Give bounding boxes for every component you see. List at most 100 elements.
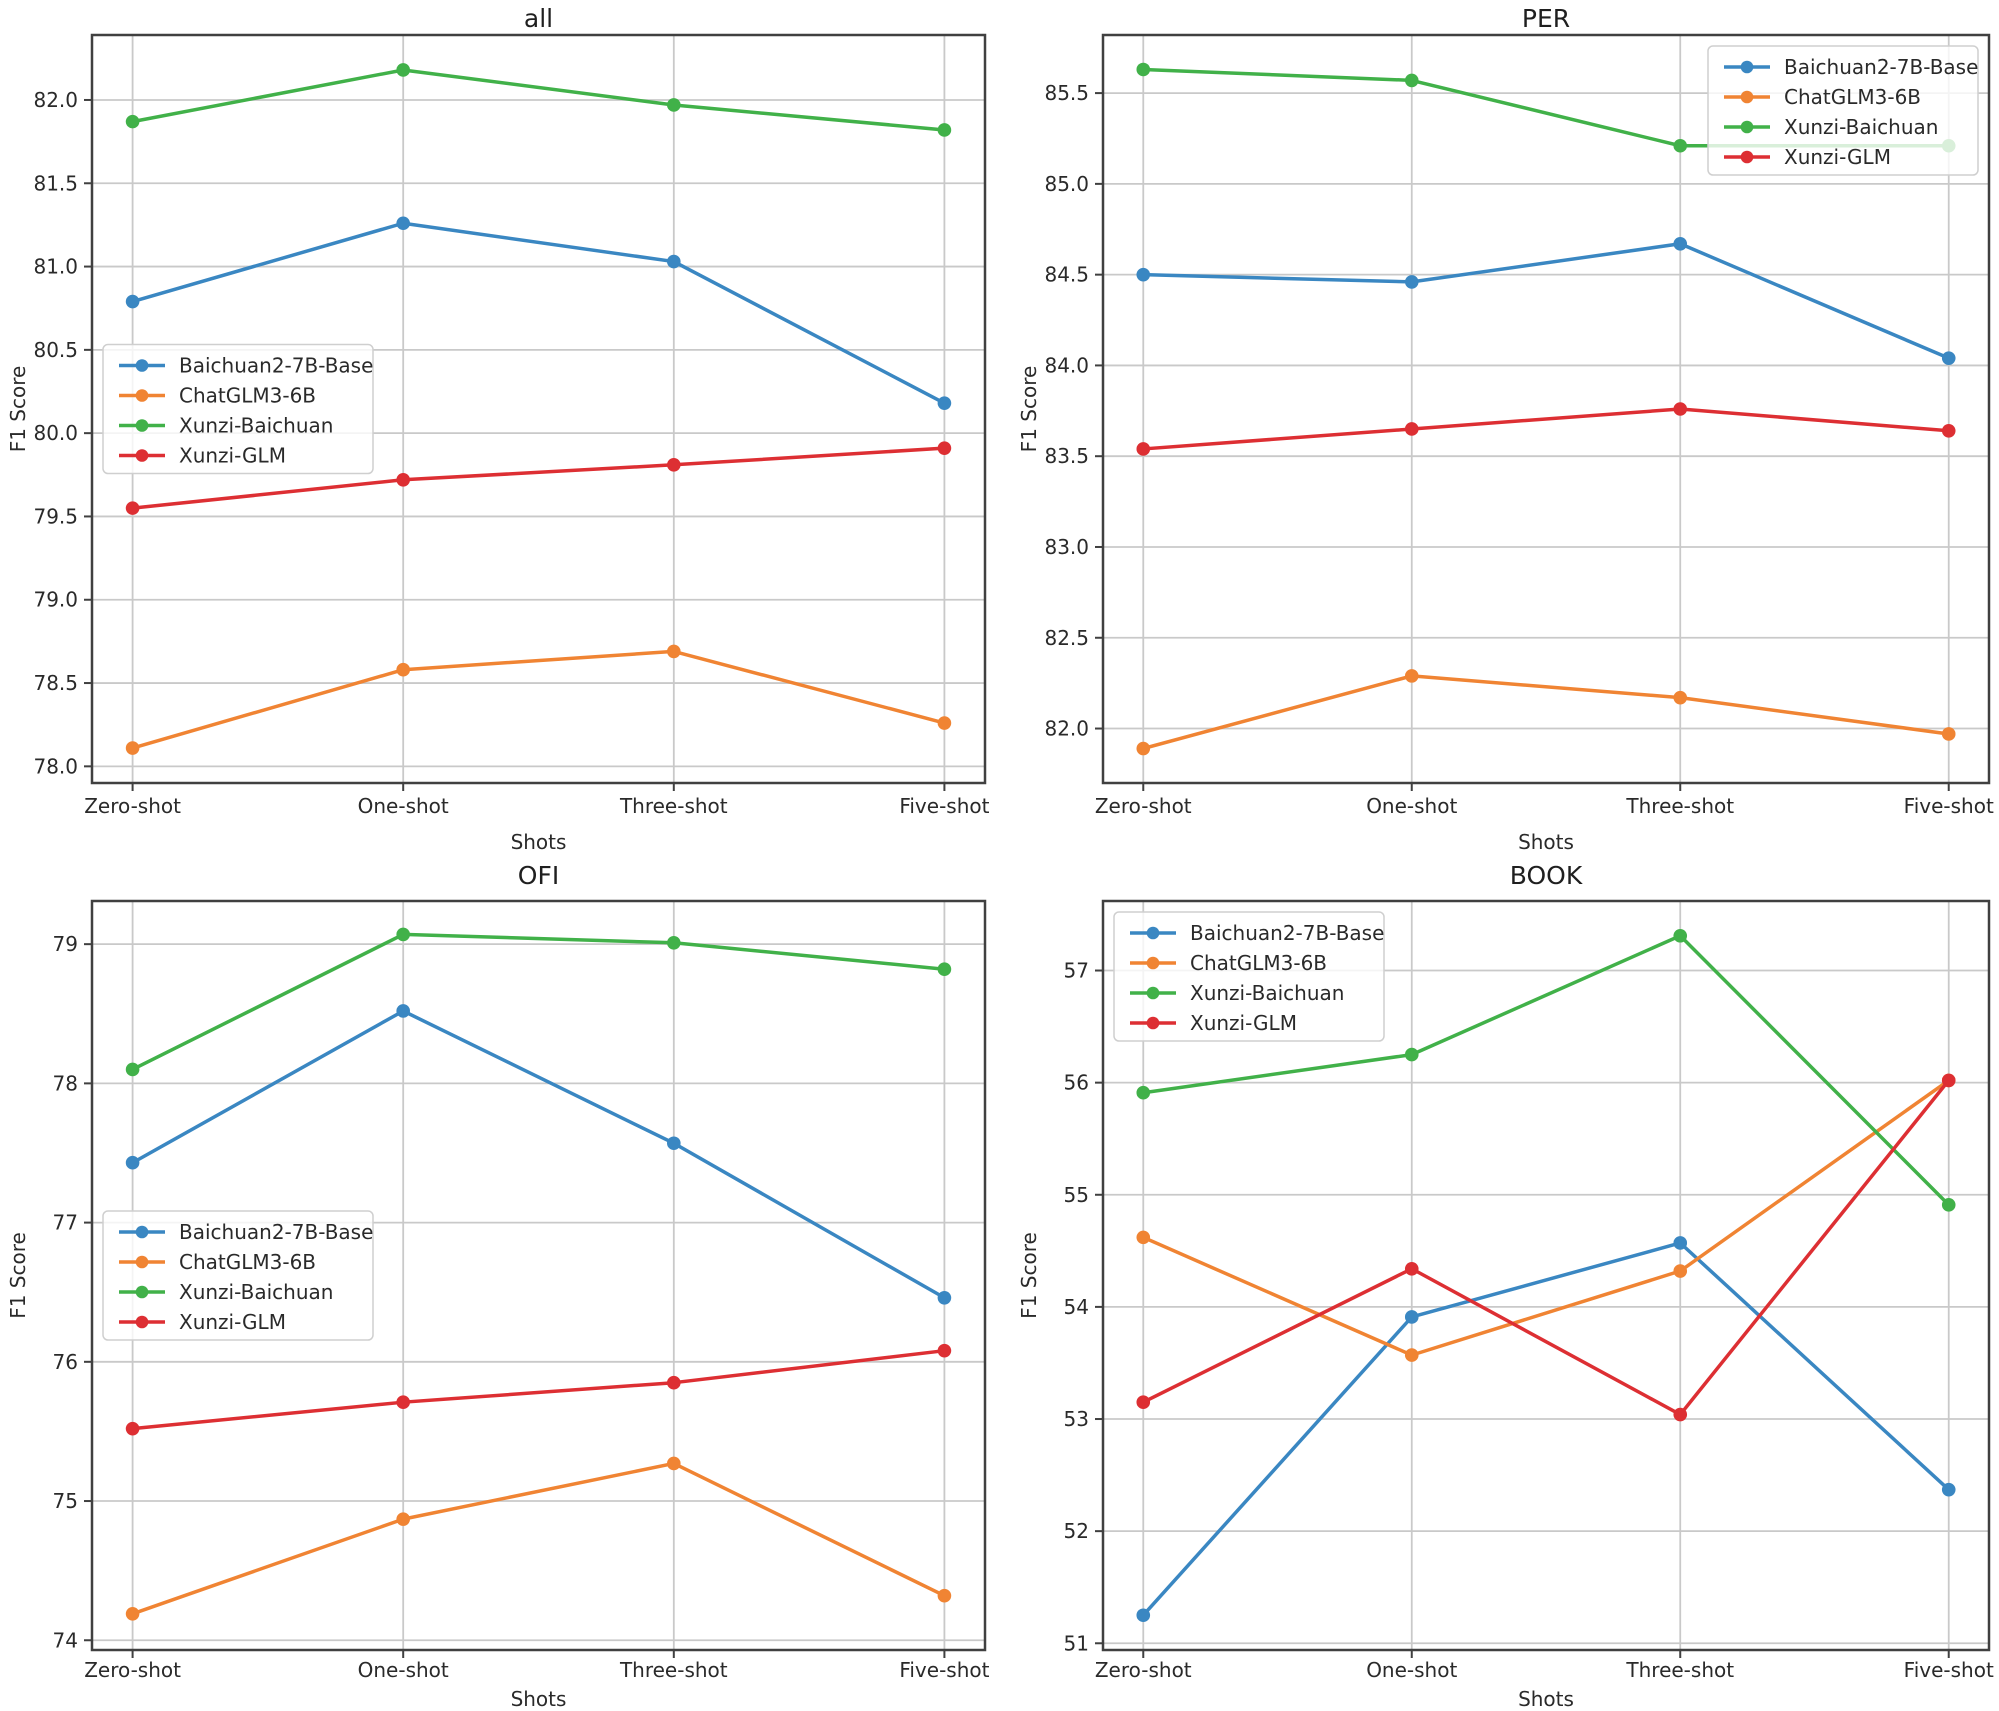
legend-item-label: Xunzi-Baichuan <box>1190 981 1344 1005</box>
data-point-marker <box>1404 1310 1419 1324</box>
series-line-xunzi-baichuan <box>130 68 947 132</box>
chart-book: Zero-shot One-shot Three-shot Five-shot 51 52… <box>1017 861 1994 1711</box>
data-point-marker <box>937 1290 952 1305</box>
series-baichuan2-7b-base <box>125 1004 952 1305</box>
y-tick-label: 53 <box>1064 1407 1089 1431</box>
data-point-marker <box>937 123 952 137</box>
legend-item-label: ChatGLM3-6B <box>1190 951 1327 975</box>
data-point-marker <box>1673 928 1688 943</box>
legend-item-baichuan2-7b-base: Baichuan2-7B-Base <box>119 1220 373 1244</box>
y-tick-label: 56 <box>1064 1071 1089 1095</box>
x-tick-label: Five-shot <box>1904 794 1994 818</box>
plot-spines <box>1101 899 1991 1652</box>
y-tick-label: 51 <box>1064 1631 1089 1655</box>
y-tick-label: 83.0 <box>1044 535 1089 559</box>
series-line-xunzi-baichuan <box>1141 934 1951 1207</box>
y-tick-label: 77 <box>53 1211 78 1235</box>
legend-marker-dot <box>1146 956 1160 970</box>
y-tick-label: 74 <box>53 1628 78 1652</box>
y-axis-label: F1 Score <box>1017 1232 1041 1319</box>
series-line-baichuan2-7b-base <box>130 1009 947 1300</box>
series-line-xunzi-glm <box>130 1348 947 1431</box>
legend-marker-dot <box>1740 120 1754 134</box>
data-point-marker <box>1673 690 1688 705</box>
y-tick-label: 78.5 <box>33 671 78 695</box>
ticks: Zero-shot One-shot Three-shot Five-shot 74 75… <box>53 932 990 1682</box>
legend: Baichuan2-7B-Base ChatGLM3-6B Xunzi-Baichu… <box>102 1210 374 1341</box>
x-tick-label: Zero-shot <box>84 794 181 818</box>
legend-item-baichuan2-7b-base: Baichuan2-7B-Base <box>1130 921 1384 945</box>
legend-item-label: Xunzi-GLM <box>179 1310 286 1334</box>
data-point-marker <box>396 1004 410 1018</box>
data-point-marker <box>1404 1261 1419 1276</box>
legend-box <box>102 1210 374 1341</box>
data-point-marker <box>125 1607 140 1621</box>
legend-marker-dot <box>1146 986 1160 1000</box>
data-point-marker <box>396 473 410 487</box>
chart-title: BOOK <box>1510 861 1583 890</box>
data-point-marker <box>1673 1236 1688 1250</box>
x-tick-label: One-shot <box>1366 794 1457 818</box>
legend: Baichuan2-7B-Base ChatGLM3-6B Xunzi-Baichu… <box>1707 45 1979 176</box>
legend-marker-dot <box>135 419 149 432</box>
legend-item-label: Baichuan2-7B-Base <box>179 1220 373 1244</box>
series-chatglm3-6b <box>1136 669 1956 756</box>
legend-item-xunzi-glm: Xunzi-GLM <box>119 444 286 468</box>
y-axis-label: F1 Score <box>6 366 30 453</box>
series-line-chatglm3-6b <box>1141 1078 1951 1357</box>
data-point-marker <box>1673 138 1688 153</box>
legend-marker-dot <box>1146 1016 1160 1030</box>
legend-item-label: Baichuan2-7B-Base <box>1784 55 1978 79</box>
series-chatglm3-6b <box>125 644 952 755</box>
legend-marker-dot <box>135 389 149 402</box>
data-point-marker <box>1404 1047 1419 1062</box>
data-point-marker <box>1136 267 1151 282</box>
data-point-marker <box>667 1456 681 1471</box>
y-tick-label: 81.5 <box>33 171 78 195</box>
series-line-xunzi-glm <box>130 446 947 510</box>
y-tick-label: 79 <box>53 932 78 956</box>
legend-item-chatglm3-6b: ChatGLM3-6B <box>1130 951 1327 975</box>
legend-marker-dot <box>135 1225 149 1239</box>
legend-marker-dot <box>135 1285 149 1299</box>
legend-item-xunzi-baichuan: Xunzi-Baichuan <box>1724 115 1938 139</box>
y-tick-label: 76 <box>53 1350 78 1374</box>
data-point-marker <box>1941 351 1956 365</box>
data-point-marker <box>1673 236 1688 251</box>
legend-item-label: ChatGLM3-6B <box>179 384 316 408</box>
data-point-marker <box>1404 73 1419 88</box>
data-point-marker <box>1136 741 1151 756</box>
series-line-chatglm3-6b <box>130 1461 947 1616</box>
legend-item-label: Xunzi-Baichuan <box>179 1280 333 1304</box>
y-tick-label: 85.0 <box>1044 172 1089 196</box>
legend: Baichuan2-7B-Base ChatGLM3-6B Xunzi-Baichu… <box>1113 911 1385 1042</box>
data-point-marker <box>396 1512 410 1526</box>
data-point-marker <box>396 216 410 231</box>
data-point-marker <box>125 1421 140 1436</box>
data-point-marker <box>937 962 952 977</box>
data-point-marker <box>1136 442 1151 456</box>
x-tick-label: One-shot <box>1366 1658 1457 1682</box>
legend-item-label: Xunzi-Baichuan <box>179 414 333 438</box>
x-axis-label: Shots <box>1518 830 1574 854</box>
legend: Baichuan2-7B-Base ChatGLM3-6B Xunzi-Baichu… <box>102 343 374 475</box>
legend-marker-dot <box>135 1315 149 1329</box>
y-tick-label: 83.5 <box>1044 444 1089 468</box>
series-baichuan2-7b-base <box>125 216 952 410</box>
series-line-baichuan2-7b-base <box>1141 1241 1951 1617</box>
x-tick-label: Three-shot <box>1625 1658 1734 1682</box>
y-axis-label: F1 Score <box>1017 366 1041 453</box>
legend-item-label: Xunzi-Baichuan <box>1784 115 1938 139</box>
data-point-marker <box>125 1062 140 1077</box>
data-point-marker <box>667 935 681 950</box>
legend-item-chatglm3-6b: ChatGLM3-6B <box>1724 85 1921 109</box>
data-point-marker <box>125 294 140 309</box>
data-point-marker <box>125 501 140 515</box>
y-tick-label: 80.5 <box>33 338 78 362</box>
y-tick-label: 54 <box>1064 1295 1089 1319</box>
data-point-marker <box>1136 1395 1151 1410</box>
x-tick-label: Three-shot <box>619 1658 728 1682</box>
legend-item-label: Xunzi-GLM <box>1190 1011 1297 1035</box>
y-axis-label: F1 Score <box>6 1232 30 1319</box>
